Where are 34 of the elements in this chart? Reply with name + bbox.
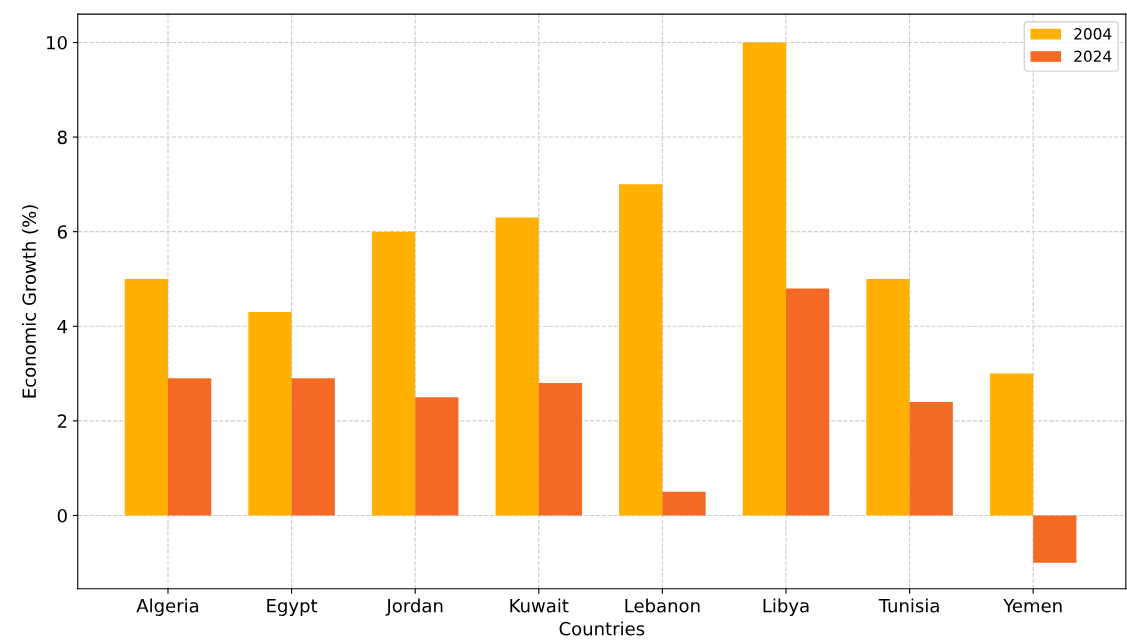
bar	[291, 378, 335, 516]
bar	[124, 278, 168, 516]
bar	[785, 288, 830, 516]
bar	[415, 397, 459, 516]
bar	[1033, 515, 1077, 563]
bar	[248, 312, 292, 516]
x-axis-title: Countries	[559, 621, 645, 636]
bar	[495, 217, 539, 516]
bar	[371, 231, 416, 516]
x-tick-label: Libya	[763, 598, 809, 616]
x-tick-label: Algeria	[136, 598, 199, 616]
bar	[662, 491, 706, 516]
x-tick-label: Jordan	[385, 598, 443, 616]
x-tick-label: Lebanon	[625, 598, 700, 613]
bar	[742, 42, 786, 516]
bar	[619, 184, 663, 516]
bar	[538, 383, 583, 516]
y-tick-label: 6	[57, 225, 67, 239]
y-tick-label: 2	[57, 414, 67, 428]
x-tick-label: Kuwait	[510, 598, 569, 613]
y-axis-title: Economic Growth (%)	[22, 205, 39, 398]
y-tick-label: 0	[57, 508, 67, 523]
y-tick-label: 4	[57, 319, 68, 334]
x-tick-label: Tunisia	[878, 598, 939, 613]
legend-label: 2004	[1074, 28, 1112, 40]
bar	[989, 373, 1034, 516]
x-tick-label: Yemen	[1003, 599, 1062, 613]
bar	[909, 401, 953, 516]
bar	[866, 278, 910, 516]
legend-label: 2024	[1074, 50, 1112, 63]
y-tick-label: 10	[47, 35, 67, 50]
x-tick-label: Egypt	[267, 599, 318, 616]
bar	[167, 378, 212, 516]
y-tick-label: 8	[57, 130, 67, 145]
